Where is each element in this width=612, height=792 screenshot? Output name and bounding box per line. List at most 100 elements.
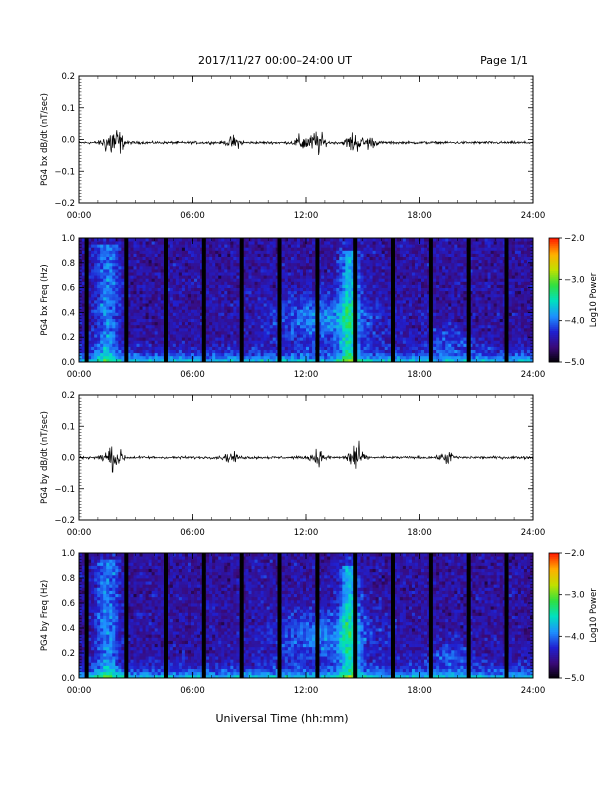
bx-spectrogram-cell — [148, 293, 153, 298]
bx-spectrogram-cell — [324, 256, 328, 261]
bx-spectrogram-cell — [266, 321, 271, 326]
bx-spectrogram-cell — [357, 340, 361, 344]
bx-spectrogram-cell — [178, 312, 183, 316]
bx-spectrogram-cell — [372, 262, 377, 267]
bx-spectrogram-cell — [187, 262, 192, 267]
bx-spectrogram-cell — [190, 312, 195, 316]
bx-spectrogram-cell — [339, 346, 343, 350]
bx-spectrogram-cell — [269, 315, 274, 319]
bx-spectrogram-cell — [375, 349, 380, 354]
bx-spectrogram-cell — [269, 278, 274, 282]
bx-spectrogram-cell — [309, 293, 313, 298]
bx-spectrogram-cell — [348, 321, 352, 326]
bx-spectrogram-cell — [396, 296, 401, 301]
bx-spectrogram-cell — [218, 256, 222, 261]
bx-spectrogram-cell — [160, 346, 165, 350]
bx-spectrogram-cell — [411, 287, 416, 292]
bx-spectrogram-cell — [254, 331, 258, 335]
bx-spectrogram-cell — [88, 312, 92, 316]
bx-spectrogram-cell — [175, 321, 180, 326]
bx-spectrogram-cell — [393, 275, 398, 279]
bx-spectrogram-cell — [345, 247, 349, 251]
bx-spectrogram-cell — [266, 334, 271, 338]
bx-spectrogram-cell — [206, 278, 210, 282]
bx-spectrogram-cell — [212, 358, 216, 363]
bx-spectrogram-cell — [230, 284, 234, 288]
bx-spectrogram-cell — [157, 269, 162, 273]
bx-spectrogram-cell — [333, 287, 337, 292]
bx-spectrogram-cell — [178, 324, 183, 329]
bx-spectrogram-cell — [293, 340, 298, 344]
bx-spectrogram-cell — [327, 306, 331, 310]
bx-spectrogram-cell — [287, 309, 292, 313]
bx-spectrogram-cell — [121, 346, 125, 350]
bx-spectrogram-cell — [336, 287, 340, 292]
bx-spectrogram-cell — [82, 281, 86, 285]
bx-spectrogram-cell — [293, 272, 298, 276]
bx-spectrogram-cell — [151, 352, 156, 357]
bx-spectrogram-cell — [181, 355, 186, 360]
bx-spectrogram-cell — [200, 238, 204, 242]
bx-spectrogram-cell — [139, 262, 143, 267]
bx-spectrogram-cell — [172, 324, 177, 329]
bx-spectrogram-cell — [408, 312, 413, 316]
bx-spectrogram-cell — [139, 334, 143, 338]
bx-spectrogram-cell — [427, 256, 431, 261]
bx-spectrogram-cell — [91, 290, 95, 295]
bx-spectrogram-cell — [245, 343, 249, 347]
bx-spectrogram-cell — [302, 309, 307, 313]
bx-spectrogram-cell — [112, 253, 116, 257]
bx-spectrogram-cell — [206, 247, 210, 251]
bx-spectrogram-cell — [221, 293, 225, 298]
bx-spectrogram-cell — [157, 238, 162, 242]
bx-spectrogram-cell — [184, 358, 189, 363]
bx-spectrogram-cell — [218, 352, 222, 357]
bx-spectrogram-cell — [118, 250, 122, 254]
bx-spectrogram-cell — [109, 358, 113, 363]
bx-spectrogram-cell — [363, 241, 367, 245]
bx-spectrogram-cell — [357, 331, 361, 335]
bx-spectrogram-cell — [269, 253, 274, 257]
bx-spectrogram-cell — [215, 265, 219, 270]
bx-spectrogram-cell — [302, 287, 307, 292]
bx-spectrogram-cell — [402, 259, 407, 264]
bx-spectrogram-cell — [269, 334, 274, 338]
bx-spectrogram-cell — [433, 278, 437, 282]
bx-spectrogram-cell — [133, 287, 137, 292]
bx-spectrogram-cell — [302, 355, 307, 360]
bx-spectrogram-cell — [215, 275, 219, 279]
bx-spectrogram-cell — [296, 309, 301, 313]
bx-spectrogram-cell — [336, 315, 340, 319]
bx-spectrogram-cell — [427, 284, 431, 288]
bx-spectrogram-cell — [439, 250, 443, 254]
bx-spectrogram-cell — [242, 244, 246, 248]
bx-spectrogram-cell — [275, 358, 280, 363]
bx-spectrogram-cell — [218, 238, 222, 242]
bx-spectrogram-cell — [133, 334, 137, 338]
bx-spectrogram-cell — [287, 281, 292, 285]
bx-spectrogram-cell — [357, 290, 361, 295]
bx-spectrogram-cell — [91, 343, 95, 347]
bx-spectrogram-cell — [333, 290, 337, 295]
bx-spectrogram-cell — [442, 303, 446, 307]
bx-spectrogram-cell — [227, 306, 231, 310]
bx-spectrogram-cell — [133, 343, 137, 347]
bx-spectrogram-cell — [293, 327, 298, 332]
bx-spectrogram-cell — [299, 287, 304, 292]
bx-spectrogram-cell — [206, 352, 210, 357]
bx-spectrogram-cell — [118, 244, 122, 248]
bx-spectrogram-cell — [145, 315, 150, 319]
bx-spectrogram-cell — [181, 343, 186, 347]
bx-spectrogram-cell — [360, 247, 364, 251]
bx-spectrogram-cell — [384, 293, 389, 298]
bx-spectrogram-cell — [402, 281, 407, 285]
bx-spectrogram-cell — [97, 284, 101, 288]
bx-spectrogram-cell — [427, 250, 431, 254]
bx-spectrogram-cell — [109, 269, 113, 273]
bx-spectrogram-cell — [169, 321, 174, 326]
bx-spectrogram-cell — [251, 241, 255, 245]
bx-spectrogram-cell — [384, 306, 389, 310]
bx-spectrogram-cell — [224, 349, 228, 354]
bx-spectrogram-cell — [257, 281, 261, 285]
